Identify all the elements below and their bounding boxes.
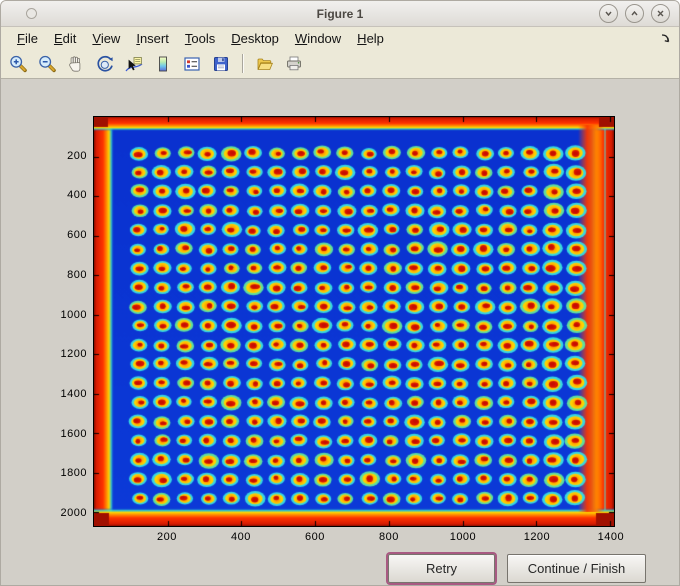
print-icon	[287, 56, 301, 70]
zoom-in-icon	[10, 55, 27, 72]
pan-button[interactable]	[65, 53, 87, 75]
legend-icon	[184, 56, 200, 71]
menu-edit[interactable]: Edit	[53, 30, 77, 46]
toolbar-separator	[242, 54, 244, 73]
print-figure-button[interactable]	[283, 53, 305, 75]
rotate-3d-button[interactable]	[94, 53, 116, 75]
menu-insert[interactable]: Insert	[136, 30, 169, 46]
y-tick-label: 800	[67, 268, 87, 281]
window-controls	[599, 4, 670, 23]
x-tick-label: 1400	[597, 531, 625, 543]
save-icon	[214, 56, 228, 71]
x-tick-label: 400	[231, 531, 251, 543]
menu-window[interactable]: Window	[294, 30, 342, 46]
data-cursor-button[interactable]	[123, 53, 145, 75]
data-cursor-icon	[125, 56, 143, 71]
retry-button-label: Retry	[425, 561, 458, 576]
figure-canvas-area: 200 400 600 800 1000 1200 1400 1600 1800 2000 200…	[1, 79, 679, 585]
menu-tools[interactable]: Tools	[184, 30, 216, 46]
dock-arrow-icon	[661, 33, 670, 42]
y-tick-label: 1200	[60, 348, 87, 361]
window-menu-icon[interactable]	[26, 8, 37, 19]
close-button[interactable]	[651, 4, 670, 23]
x-tick-label: 600	[305, 531, 325, 543]
x-tick-label: 1000	[449, 531, 477, 543]
y-tick-label: 400	[67, 189, 87, 202]
x-tick-label: 200	[157, 531, 177, 543]
menu-file[interactable]: File	[17, 30, 38, 46]
rotate-3d-icon	[97, 55, 113, 72]
retry-button[interactable]: Retry	[388, 554, 495, 583]
dock-figure-icon[interactable]	[660, 33, 671, 44]
figure-toolbar	[1, 49, 679, 79]
open-file-button[interactable]	[254, 53, 276, 75]
x-tick-label: 1200	[523, 531, 551, 543]
zoom-in-button[interactable]	[7, 53, 29, 75]
y-tick-label: 1800	[60, 467, 87, 480]
zoom-out-button[interactable]	[36, 53, 58, 75]
menubar: File Edit View Insert Tools Desktop Wind…	[1, 27, 679, 49]
insert-colorbar-button[interactable]	[152, 53, 174, 75]
maximize-button[interactable]	[625, 4, 644, 23]
colorbar-icon	[159, 56, 167, 71]
y-tick-label: 200	[67, 149, 87, 162]
chevron-down-icon	[605, 11, 612, 17]
y-tick-labels: 200 400 600 800 1000 1200 1400 1600 1800 2000	[47, 116, 87, 527]
y-tick-label: 1600	[60, 427, 87, 440]
y-tick-label: 600	[67, 229, 87, 242]
insert-legend-button[interactable]	[181, 53, 203, 75]
close-icon	[657, 10, 664, 17]
x-tick-label: 800	[379, 531, 399, 543]
continue-finish-button-label: Continue / Finish	[527, 561, 626, 576]
open-folder-icon	[257, 58, 274, 70]
menu-view[interactable]: View	[92, 30, 121, 46]
save-figure-button[interactable]	[210, 53, 232, 75]
titlebar[interactable]: Figure 1	[1, 1, 679, 27]
pan-hand-icon	[69, 55, 81, 72]
y-tick-label: 1400	[60, 387, 87, 400]
window-title: Figure 1	[316, 6, 364, 21]
y-tick-label: 1000	[60, 308, 87, 321]
zoom-out-icon	[39, 55, 56, 72]
menu-desktop[interactable]: Desktop	[231, 30, 279, 46]
y-tick-label: 2000	[60, 507, 87, 520]
chevron-up-icon	[631, 10, 638, 16]
plate-canvas[interactable]	[93, 116, 615, 527]
x-tick-labels: 200 400 600 800 1000 1200 1400	[93, 531, 624, 546]
menu-help[interactable]: Help	[357, 30, 384, 46]
minimize-button[interactable]	[599, 4, 618, 23]
continue-finish-button[interactable]: Continue / Finish	[507, 554, 646, 583]
